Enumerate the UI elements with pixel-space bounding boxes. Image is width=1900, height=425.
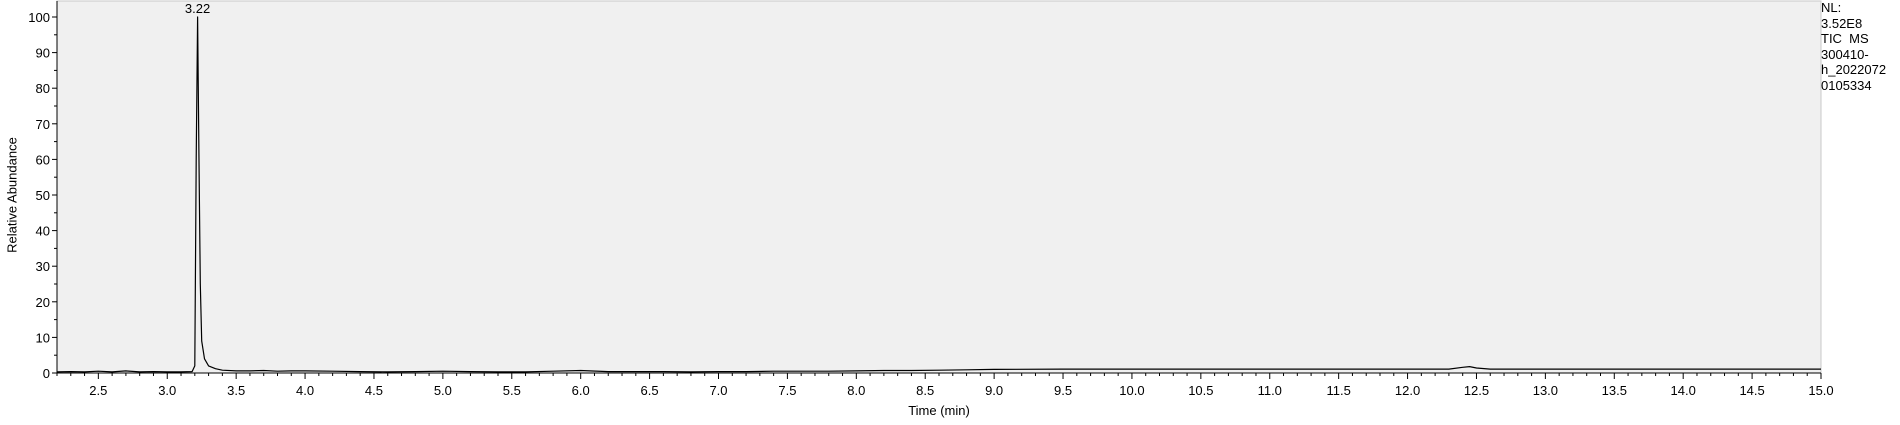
peak-label: 3.22 <box>185 1 210 16</box>
x-axis-label: Time (min) <box>908 403 970 418</box>
x-tick-label: 11.5 <box>1326 383 1350 398</box>
x-tick-label: 10.0 <box>1119 383 1144 398</box>
x-tick-label: 4.5 <box>365 383 383 398</box>
normalization-value: 3.52E8 <box>1821 15 1863 31</box>
y-tick-label: 90 <box>36 46 50 61</box>
x-tick-label: 6.0 <box>572 383 590 398</box>
x-tick-label: 7.5 <box>778 383 796 398</box>
x-tick-label: 5.5 <box>503 383 521 398</box>
y-tick-label: 50 <box>36 188 50 203</box>
plot-area <box>56 0 1822 374</box>
x-tick-label: 9.5 <box>1054 383 1072 398</box>
scan-filter: TIC MS <box>1821 31 1869 46</box>
x-tick-label: 6.5 <box>641 383 659 398</box>
x-tick-label: 8.5 <box>916 383 934 398</box>
y-tick-label: 0 <box>43 366 50 381</box>
y-tick-label: 20 <box>36 295 50 310</box>
x-tick-label: 10.5 <box>1188 383 1213 398</box>
x-tick-label: 13.5 <box>1602 383 1627 398</box>
x-axis: 2.5 3.0 3.5 4.0 4.5 5.0 5.5 6.0 6.5 7.0 7.5 8.0 8.5 9… <box>56 372 1834 398</box>
peak-labels: 3.22 <box>185 1 210 16</box>
x-tick-label: 2.5 <box>89 383 107 398</box>
x-tick-label: 11.0 <box>1258 383 1282 398</box>
file-name-part-2: h_2022072 <box>1821 62 1887 77</box>
x-tick-label: 12.5 <box>1464 383 1489 398</box>
y-tick-label: 40 <box>36 224 50 239</box>
x-tick-label: 9.0 <box>985 383 1003 398</box>
x-tick-label: 5.0 <box>434 383 452 398</box>
x-tick-label: 14.5 <box>1739 383 1764 398</box>
y-tick-label: 30 <box>36 259 50 274</box>
y-tick-label: 80 <box>36 81 50 96</box>
scan-info-panel: NL: 3.52E8 TIC MS 300410- h_2022072 0105… <box>1821 0 1899 93</box>
y-tick-label: 70 <box>36 117 50 132</box>
x-tick-label: 12.0 <box>1395 383 1420 398</box>
y-tick-label: 60 <box>36 152 50 167</box>
x-tick-label: 8.0 <box>847 383 865 398</box>
x-tick-label: 14.0 <box>1671 383 1696 398</box>
y-tick-label: 10 <box>36 330 50 345</box>
file-name-part-1: 300410- <box>1821 46 1869 62</box>
x-tick-label: 4.0 <box>296 383 314 398</box>
y-tick-label: 100 <box>28 10 50 25</box>
series-group <box>56 16 1821 373</box>
chromatogram-trace <box>56 16 1821 373</box>
x-tick-label: 3.5 <box>227 383 245 398</box>
y-axis-label: Relative Abundance <box>4 137 19 253</box>
normalization-label: NL: <box>1821 0 1842 15</box>
x-tick-label: 7.0 <box>709 383 727 398</box>
x-tick-label: 13.0 <box>1533 383 1558 398</box>
x-tick-label: 15.0 <box>1808 383 1833 398</box>
file-name-part-3: 0105334 <box>1821 77 1872 93</box>
x-tick-label: 3.0 <box>158 383 176 398</box>
y-axis: 0 10 20 30 40 50 60 70 80 90 100 <box>28 1 58 381</box>
